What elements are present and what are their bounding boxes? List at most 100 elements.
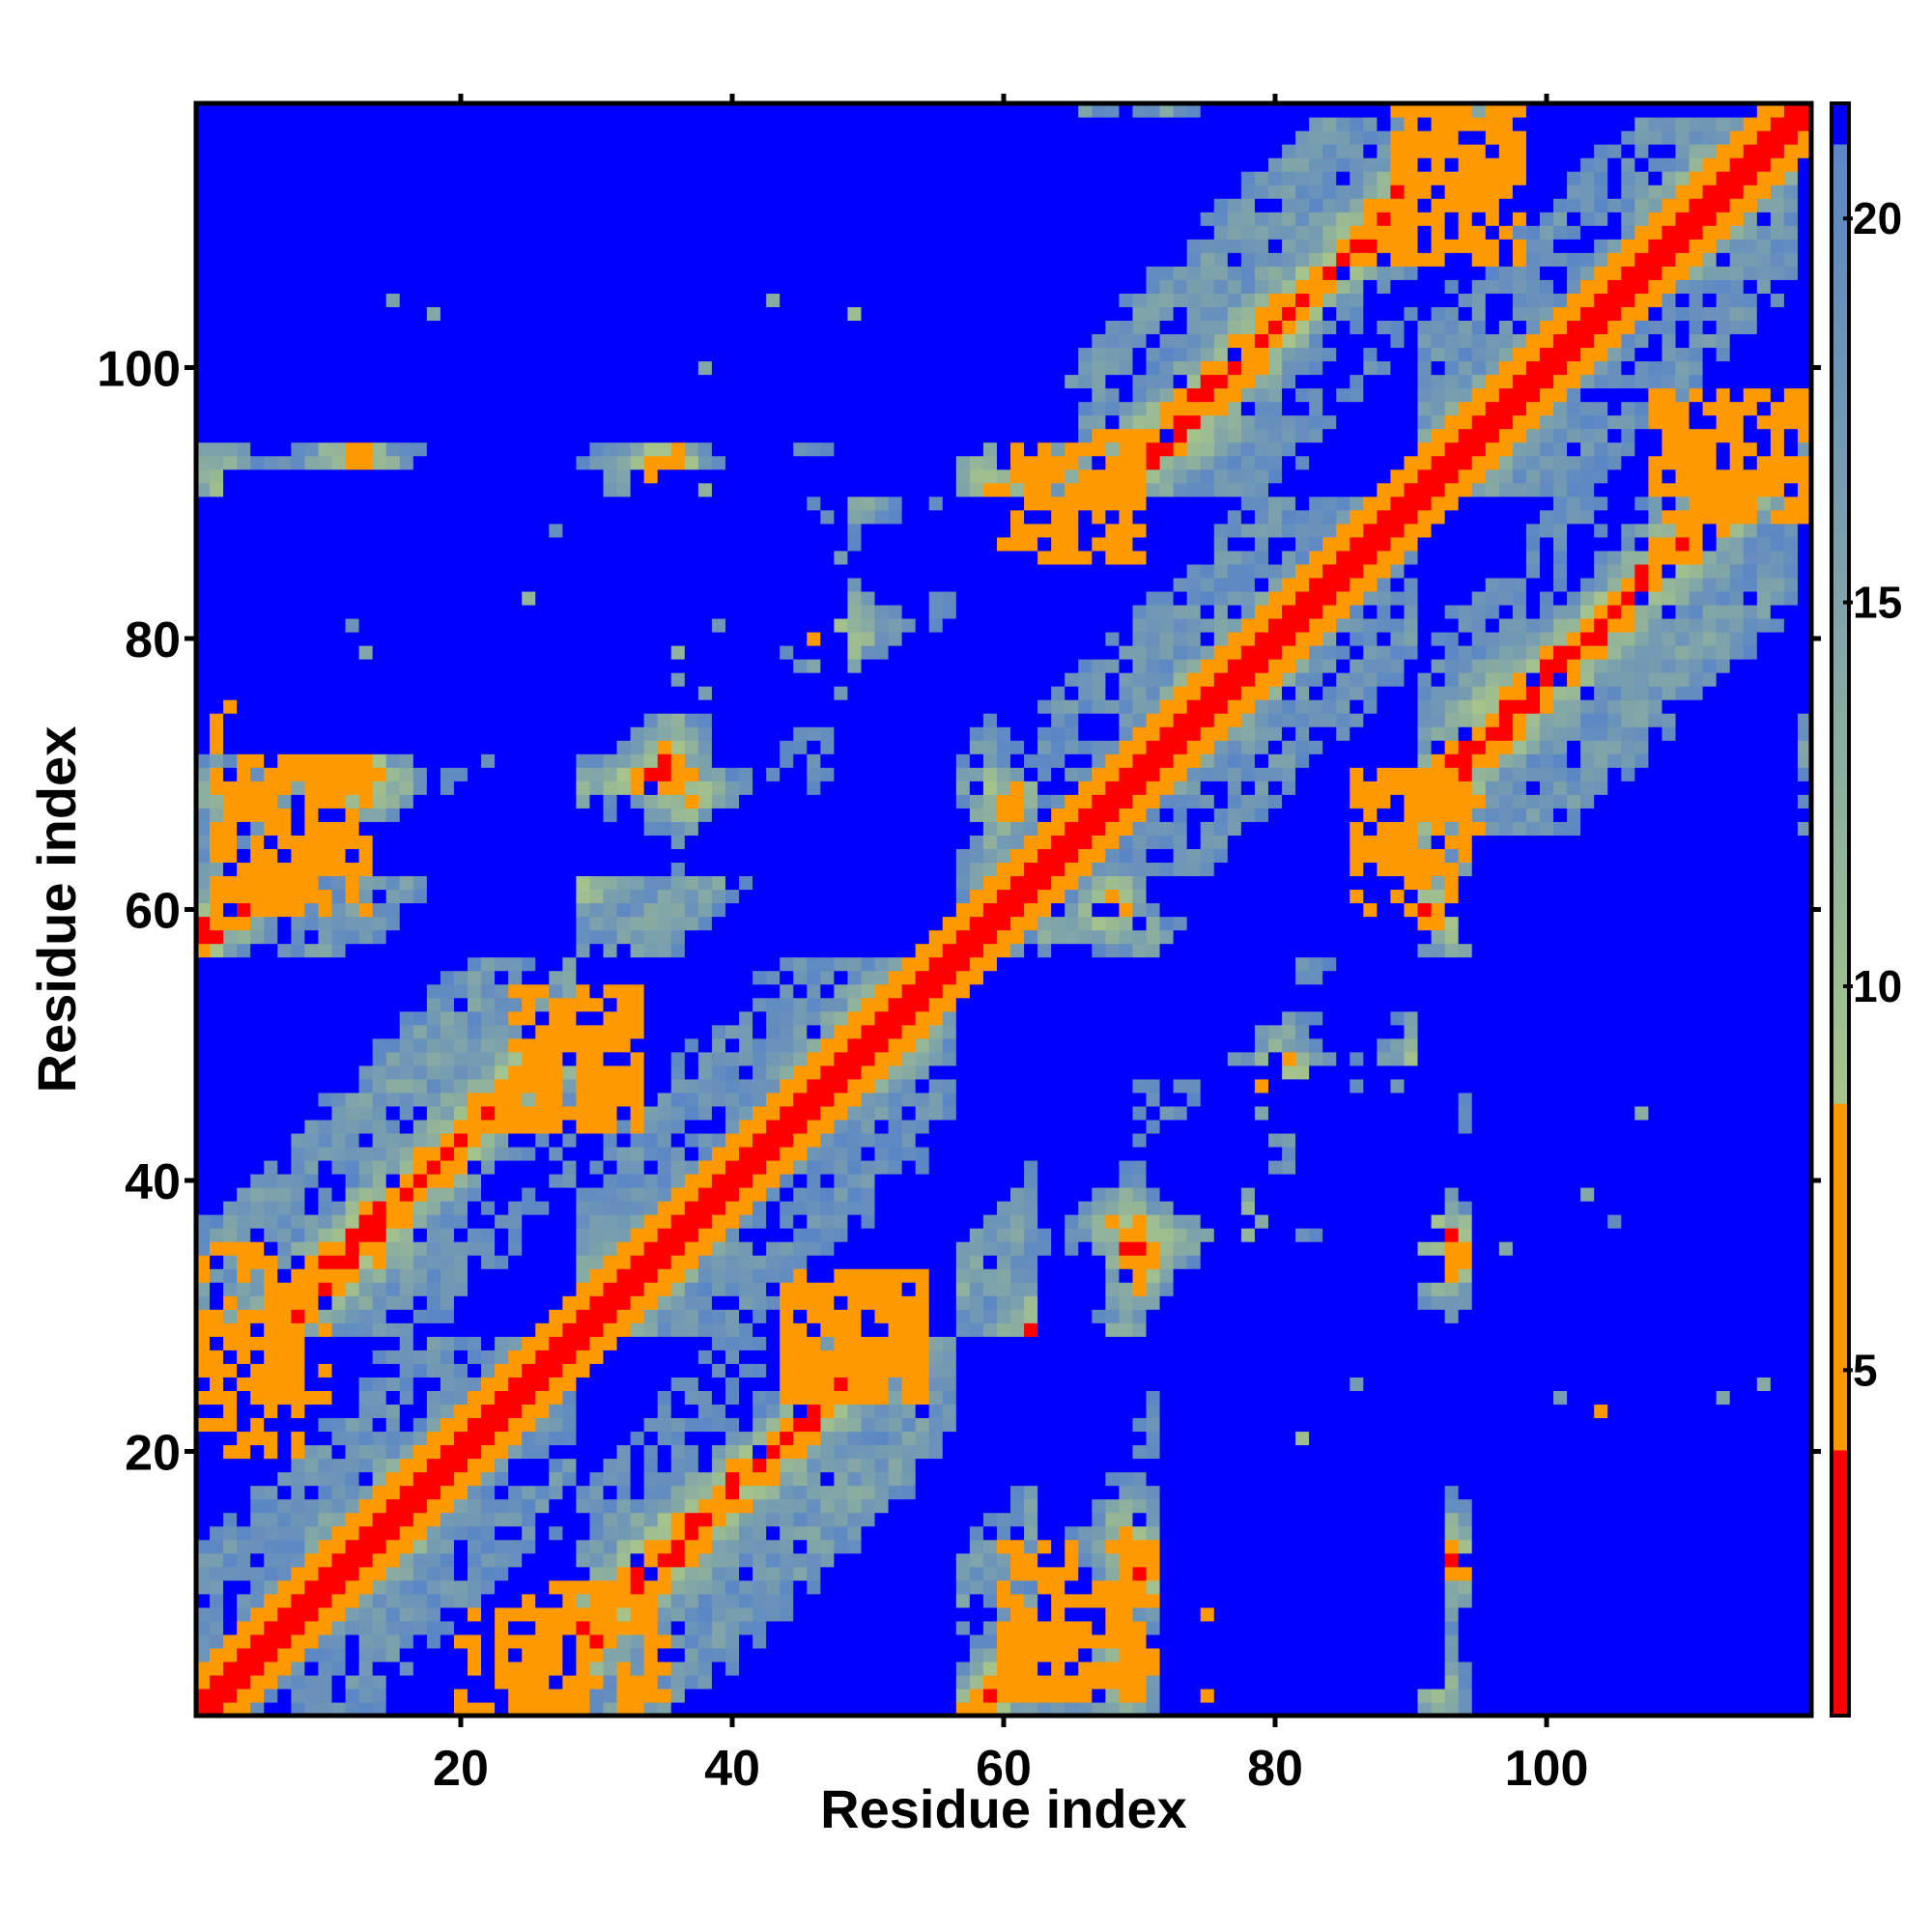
heatmap-cell [495,1688,509,1703]
heatmap-cell [481,1417,496,1433]
heatmap-cell [277,185,292,199]
heatmap-cell [697,956,713,972]
heatmap-cell [250,563,265,579]
heatmap-cell [711,1010,726,1026]
heatmap-cell [237,455,251,470]
heatmap-cell [535,1119,550,1134]
heatmap-cell [657,916,672,931]
heatmap-cell [495,767,509,781]
heatmap-cell [589,1620,605,1635]
heatmap-cell [210,550,224,565]
heatmap-cell [724,577,740,592]
heatmap-cell [223,617,238,633]
heatmap-cell [210,808,224,822]
heatmap-cell [643,455,659,470]
heatmap-cell [318,699,333,714]
heatmap-cell [711,1037,726,1053]
heatmap-cell [277,1255,292,1269]
heatmap-cell [372,1377,387,1391]
heatmap-cell [684,875,699,891]
heatmap-cell [264,835,278,849]
heatmap-cell [535,1105,550,1121]
heatmap-cell [358,1214,374,1229]
heatmap-cell [331,590,347,606]
heatmap-cell [440,1634,455,1649]
heatmap-cell [468,889,482,904]
heatmap-cell [508,672,523,687]
heatmap-cell [358,848,374,864]
heatmap-cell [684,740,699,754]
heatmap-cell [603,496,618,511]
heatmap-cell [589,686,605,700]
heatmap-cell [277,1498,292,1514]
heatmap-cell [562,577,578,592]
heatmap-cell [589,1132,605,1148]
heatmap-cell [412,563,428,579]
heatmap-cell [372,1132,387,1148]
heatmap-cell [657,1606,672,1622]
heatmap-cell [562,956,578,972]
heatmap-cell [630,875,645,891]
heatmap-cell [589,808,605,822]
heatmap-cell [426,523,441,538]
heatmap-cell [318,726,333,741]
heatmap-cell [616,1309,632,1323]
heatmap-cell [576,631,591,646]
heatmap-cell [468,590,482,606]
heatmap-cell [684,794,699,809]
heatmap-cell [697,441,713,457]
heatmap-cell [468,239,482,253]
heatmap-cell [643,441,659,457]
heatmap-cell [318,1647,333,1662]
heatmap-cell [304,1485,320,1500]
heatmap-cell [372,997,387,1012]
heatmap-cell [372,713,387,727]
heatmap-cell [453,808,469,822]
heatmap-cell [508,1688,523,1703]
heatmap-cell [711,631,726,646]
heatmap-cell [345,293,360,307]
heatmap-cell [495,401,509,416]
heatmap-cell [495,1132,509,1148]
heatmap-cell [345,1593,360,1608]
heatmap-cell [399,266,414,280]
heatmap-cell [630,1228,645,1242]
heatmap-cell [522,185,536,199]
heatmap-cell [549,821,563,836]
heatmap-cell [549,672,563,687]
heatmap-cell [237,1444,251,1460]
heatmap-cell [603,1078,618,1094]
heatmap-cell [237,1404,251,1419]
heatmap-cell [304,1105,320,1121]
heatmap-cell [630,740,645,754]
heatmap-cell [440,225,455,240]
heatmap-cell [670,821,686,836]
heatmap-cell [440,387,455,403]
heatmap-cell [196,1241,211,1256]
heatmap-cell [616,1552,632,1568]
heatmap-cell [684,821,699,836]
heatmap-cell [753,781,767,795]
heatmap-cell [372,1661,387,1676]
heatmap-cell [697,875,713,891]
heatmap-cell [291,604,305,619]
heatmap-cell [670,1350,686,1364]
heatmap-cell [277,1268,292,1283]
heatmap-cell [495,414,509,430]
heatmap-cell [508,1159,523,1175]
heatmap-cell [468,1512,482,1527]
heatmap-cell [670,1228,686,1242]
heatmap-cell [385,469,401,484]
heatmap-cell [250,1105,265,1121]
heatmap-cell [576,1661,591,1676]
heatmap-cell [549,374,563,389]
heatmap-cell [535,563,550,579]
heatmap-cell [358,360,374,376]
heatmap-cell [657,1201,672,1215]
heatmap-cell [643,1173,659,1188]
heatmap-cell [304,441,320,457]
heatmap-cell [223,604,238,619]
heatmap-cell [196,1119,211,1134]
heatmap-cell [453,983,469,999]
heatmap-cell [603,1390,618,1406]
